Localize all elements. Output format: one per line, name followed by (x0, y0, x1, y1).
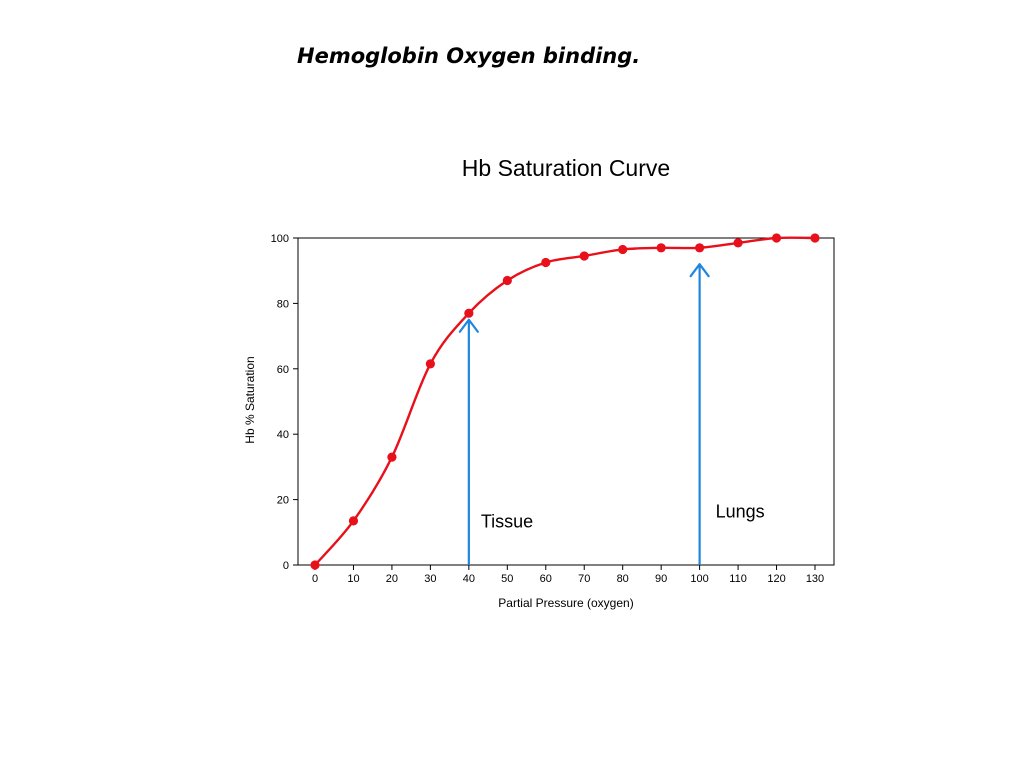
data-point (618, 244, 628, 255)
data-point (425, 359, 435, 369)
data-point (348, 516, 359, 526)
plot-frame (297, 237, 835, 566)
data-point (310, 560, 320, 570)
x-tick-label: 120 (767, 573, 785, 585)
x-axis-label: Partial Pressure (oxygen) (498, 596, 633, 610)
y-tick-label: 40 (277, 429, 289, 441)
data-point (387, 452, 397, 462)
x-tick-label: 80 (617, 573, 629, 585)
lungs-arrowhead (689, 263, 710, 278)
data-point (464, 308, 474, 318)
y-tick-label: 0 (283, 560, 289, 572)
data-point (733, 238, 743, 248)
x-tick-label: 30 (424, 573, 436, 585)
x-tick-label: 70 (578, 573, 590, 585)
data-point (579, 251, 589, 261)
x-tick-label: 10 (347, 573, 359, 585)
y-tick-label: 20 (277, 495, 289, 507)
y-tick-label: 80 (277, 298, 289, 310)
data-point (541, 257, 551, 268)
data-point (502, 275, 512, 286)
x-tick-label: 130 (806, 573, 824, 585)
y-tick-label: 100 (271, 233, 289, 245)
x-tick-label: 90 (655, 573, 667, 585)
lungs-label: Lungs (716, 502, 765, 522)
x-tick-label: 0 (312, 573, 318, 585)
chart-title: Hb Saturation Curve (462, 155, 670, 181)
tissue-label: Tissue (481, 511, 533, 531)
x-tick-label: 40 (463, 573, 475, 585)
slide-title: Hemoglobin Oxygen binding. (297, 44, 641, 68)
x-tick-label: 100 (690, 573, 708, 585)
data-point (771, 233, 782, 243)
x-tick-label: 60 (540, 573, 552, 585)
tissue-arrowhead (458, 318, 479, 333)
data-point (656, 243, 666, 253)
x-tick-label: 50 (501, 573, 513, 585)
y-axis-label: Hb % Saturation (243, 356, 257, 443)
y-tick-label: 60 (277, 364, 289, 376)
x-tick-label: 20 (386, 573, 398, 585)
x-tick-label: 110 (729, 573, 747, 585)
data-point (810, 233, 820, 243)
data-point (695, 243, 705, 253)
